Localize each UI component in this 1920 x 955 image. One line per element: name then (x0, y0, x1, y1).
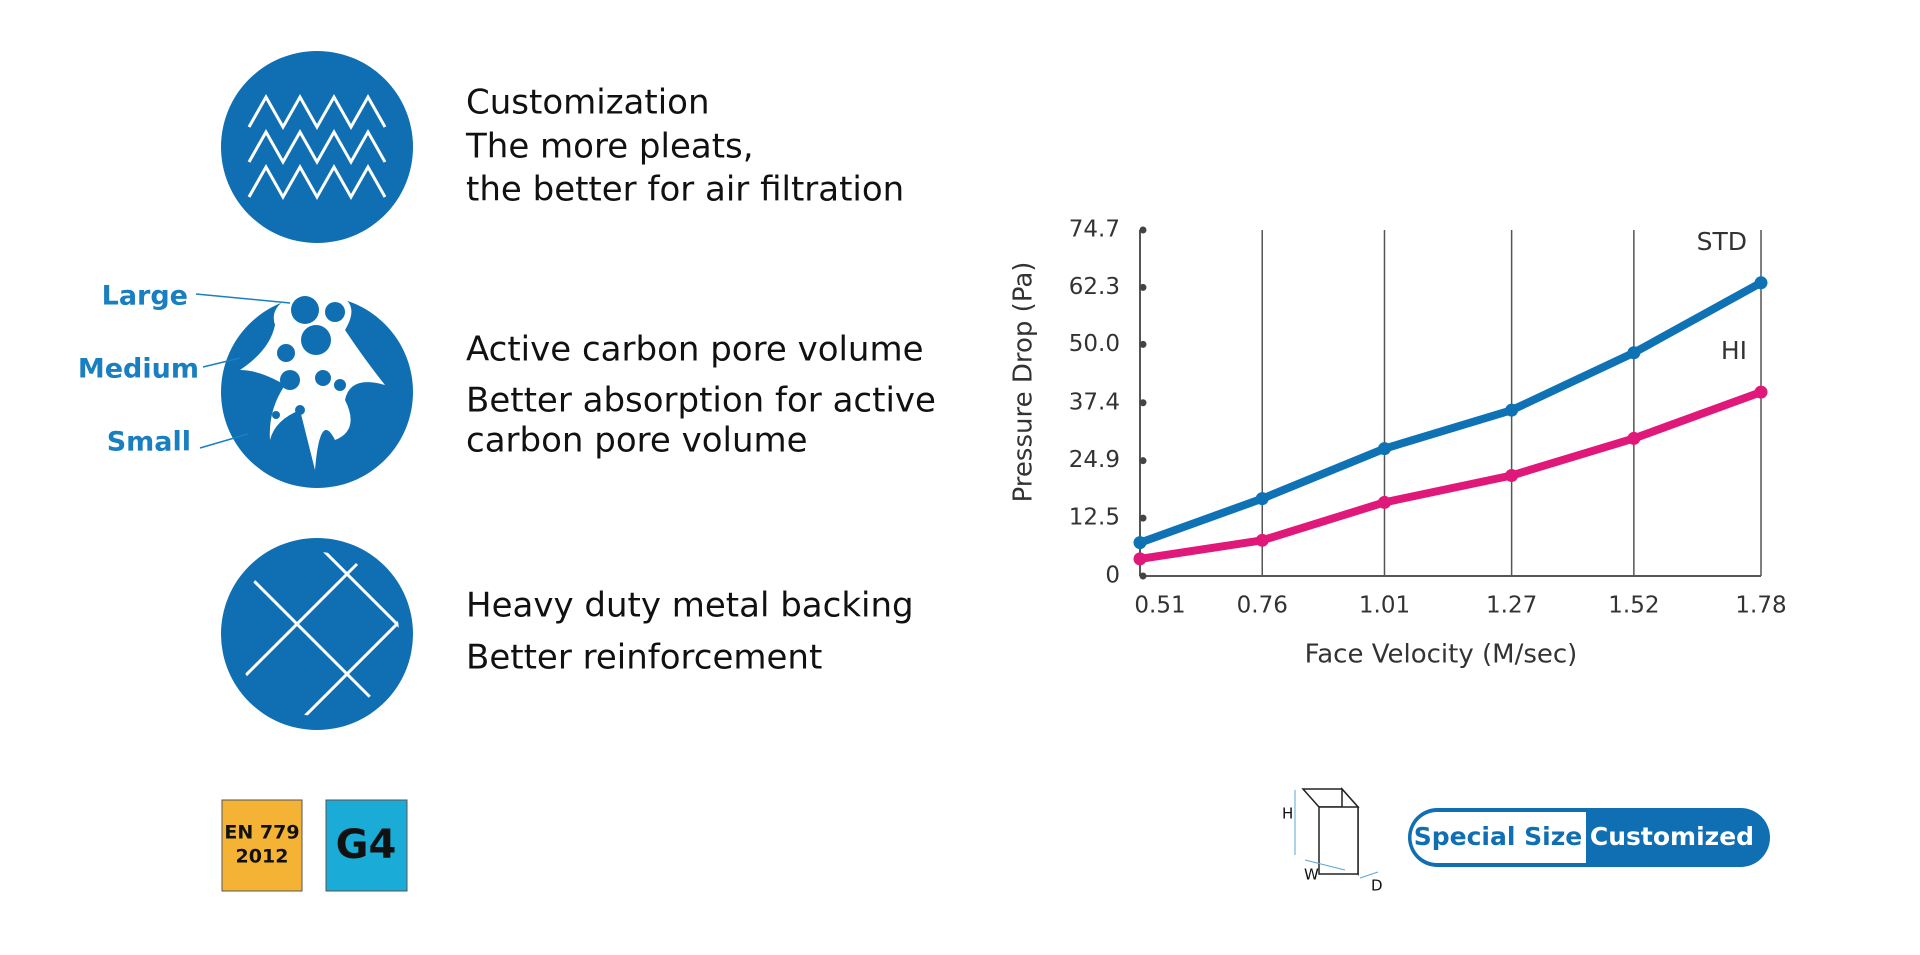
pore-pointers (195, 293, 291, 449)
pleat-icon (221, 51, 413, 243)
data-point (1377, 442, 1391, 456)
pores (272, 296, 346, 419)
y-tick-label: 12.5 (1069, 505, 1120, 531)
feature-text: Customization (466, 83, 710, 123)
x-tick-label: 1.78 (1735, 593, 1786, 619)
pore-label: Medium (78, 354, 199, 385)
data-point (1627, 431, 1641, 445)
x-axis-label: Face Velocity (M/sec) (1305, 640, 1578, 670)
series-label: STD (1697, 227, 1747, 256)
dimension-label: D (1371, 877, 1383, 895)
y-tick-label: 0 (1105, 563, 1120, 589)
dimension-label: W (1304, 866, 1319, 884)
dimension-label: H (1282, 805, 1293, 823)
dimension-lines (1294, 790, 1379, 879)
data-point (1505, 468, 1519, 482)
series-line (1136, 278, 1765, 547)
pore-shape (240, 293, 385, 470)
x-tick-label: 1.01 (1359, 593, 1410, 619)
feature-text: Better reinforcement (466, 638, 822, 678)
pleat-lines (247, 93, 387, 201)
y-tick-label: 24.9 (1069, 447, 1120, 473)
data-point (1627, 346, 1641, 360)
data-point (1133, 536, 1147, 550)
data-point (1754, 385, 1768, 399)
customized: Customized (1590, 822, 1754, 851)
series-label: HI (1721, 336, 1747, 365)
data-point (1255, 492, 1269, 506)
y-axis-label: Pressure Drop (Pa) (1009, 262, 1039, 503)
feature-text: the better for air filtration (466, 170, 904, 210)
data-point (1505, 403, 1519, 417)
mesh-icon (221, 538, 413, 730)
x-tick-label: 0.51 (1134, 593, 1185, 619)
feature-text: The more pleats, (465, 127, 754, 167)
standard-text: 2012 (236, 846, 289, 868)
y-tick-mark (1139, 572, 1147, 580)
chart: Face Velocity (M/sec) Pressure Drop (Pa) (1009, 262, 1578, 670)
pore-label: Large (102, 281, 188, 312)
data-point (1754, 276, 1768, 290)
y-tick-mark (1139, 340, 1147, 348)
feature-text: Better absorption for active (466, 381, 936, 421)
box-icon (1301, 787, 1360, 876)
grade-text: G4 (336, 822, 397, 868)
size-pill-left (1411, 812, 1586, 863)
data-point (1133, 552, 1147, 566)
data-point (1377, 495, 1391, 509)
pore-label: Small (107, 427, 191, 458)
y-tick-mark (1139, 399, 1147, 407)
feature-text: carbon pore volume (466, 421, 808, 461)
y-tick-mark (1139, 283, 1147, 291)
grade-badge (325, 799, 408, 892)
y-tick-label: 74.7 (1069, 217, 1120, 243)
x-tick-label: 1.52 (1608, 593, 1659, 619)
y-tick-mark (1139, 226, 1147, 234)
special-size: Special Size (1414, 822, 1582, 851)
y-tick-mark (1139, 457, 1147, 465)
x-tick-label: 1.27 (1486, 593, 1537, 619)
standard-badge (221, 799, 303, 892)
series-line (1136, 388, 1765, 563)
y-tick-label: 62.3 (1069, 274, 1120, 300)
feature-text: Active carbon pore volume (466, 330, 924, 370)
data-point (1255, 533, 1269, 547)
y-tick-label: 50.0 (1069, 331, 1120, 357)
y-tick-mark (1139, 514, 1147, 522)
x-tick-label: 0.76 (1237, 593, 1288, 619)
feature-text: Heavy duty metal backing (466, 586, 914, 626)
standard-text: EN 779 (224, 822, 299, 844)
y-tick-label: 37.4 (1069, 389, 1120, 415)
